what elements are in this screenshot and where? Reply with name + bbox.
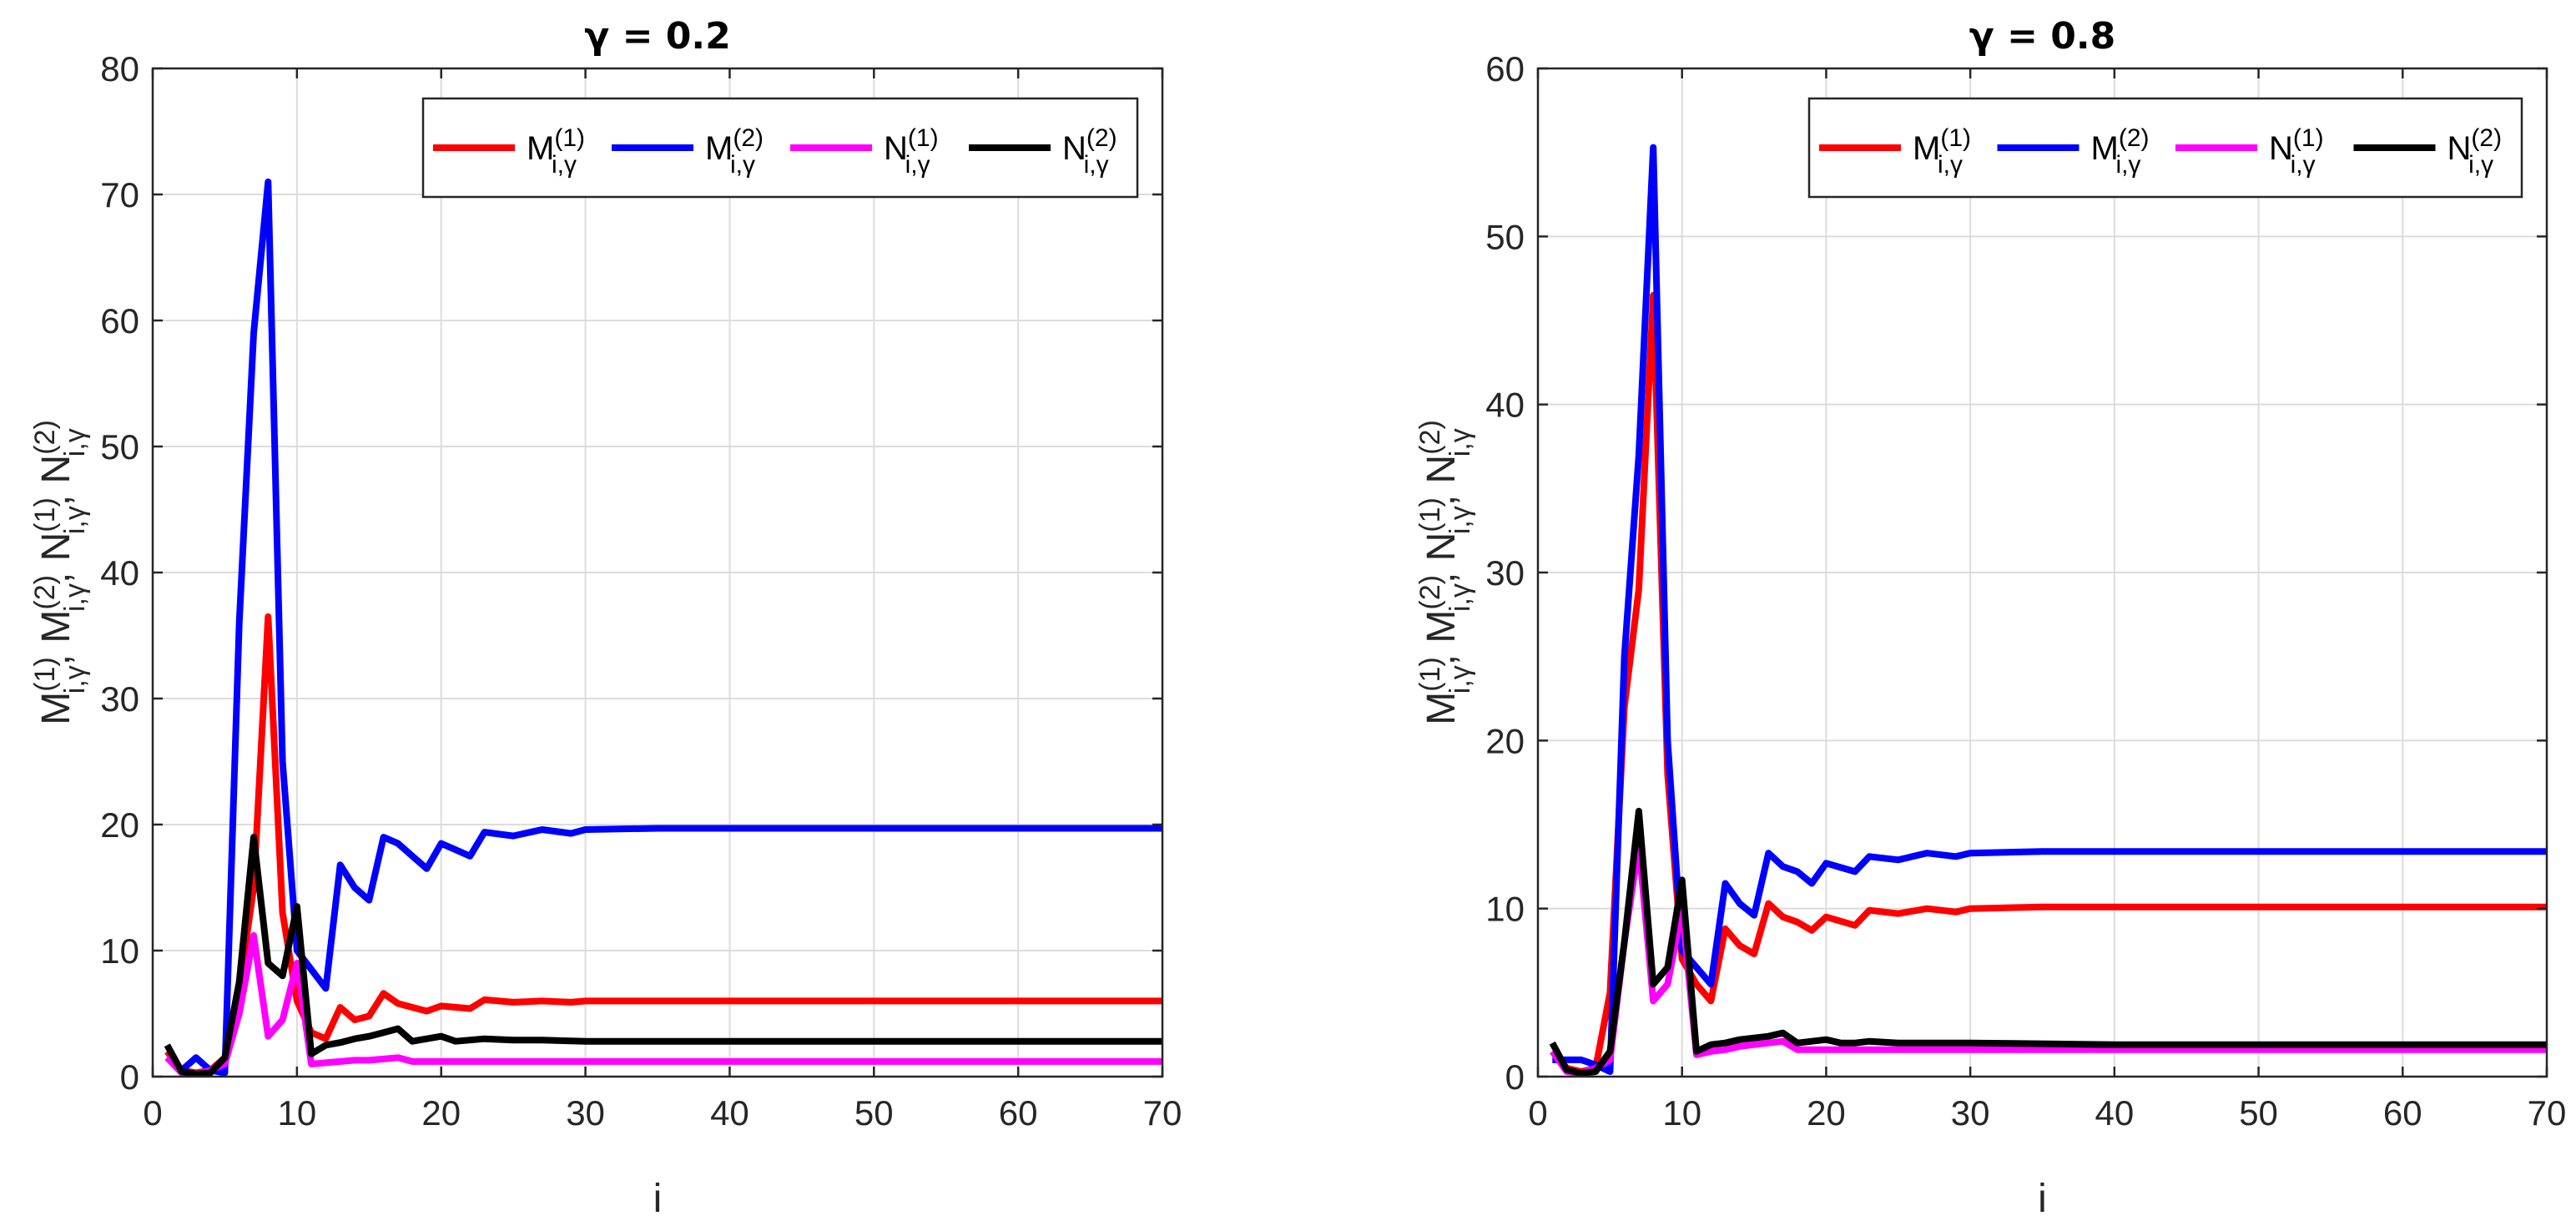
panel-gamma-0-2: 0 10 20 30 40 50 60 70 0 10 20 30 40 50 60 70 80 γ = 0.2 i…	[29, 15, 1182, 1221]
y-tick-label: 0	[1505, 1057, 1525, 1097]
y-tick-label: 40	[1485, 386, 1525, 425]
legend-entry: N(1) i,γ	[2269, 124, 2324, 179]
x-tick-label: 30	[1951, 1093, 1990, 1133]
series-line-n2	[1549, 807, 2547, 1077]
y-tick-label: 50	[100, 427, 139, 467]
legend-entry: M(2) i,γ	[2091, 124, 2150, 179]
panel-gamma-0-8: 0 10 20 30 40 50 60 70 0 10 20 30 40 50 60 γ = 0.8 i M(1)…	[1414, 15, 2566, 1221]
y-tick-label: 10	[1485, 890, 1525, 929]
legend-entry: N(1) i,γ	[884, 124, 939, 179]
series-line-m2	[1552, 144, 2547, 1075]
x-tick-label: 50	[854, 1093, 894, 1133]
x-tick-label: 70	[2528, 1093, 2567, 1133]
x-tick-label: 10	[277, 1093, 316, 1133]
y-axis-label: M(1)i,γ, M(2)i,γ, N(1)i,γ, N(2)i,γ	[29, 420, 91, 725]
y-tick-label: 20	[100, 805, 139, 845]
y-tick-label: 60	[1485, 49, 1525, 88]
legend: M(1) i,γ M(2) i,γ N(1) i,γ N(2) i,γ	[1807, 97, 2523, 199]
y-tick-label: 20	[1485, 721, 1525, 760]
legend-entry: M(1) i,γ	[527, 124, 585, 179]
y-tick-label: 30	[1485, 553, 1525, 593]
y-tick-label: 10	[100, 931, 139, 971]
y-axis-label: M(1)i,γ, M(2)i,γ, N(1)i,γ, N(2)i,γ	[1414, 420, 1476, 725]
series-line-n2	[164, 834, 1162, 1077]
chart-title: γ = 0.8	[1969, 15, 2115, 58]
legend-entry: N(2) i,γ	[2447, 124, 2503, 179]
y-tick-label: 80	[100, 49, 139, 88]
y-tick-label: 0	[120, 1057, 139, 1097]
y-tick-label: 60	[100, 301, 139, 341]
x-tick-label: 70	[1143, 1093, 1182, 1133]
x-tick-label: 40	[2095, 1093, 2134, 1133]
x-tick-label: 20	[421, 1093, 461, 1133]
x-tick-label: 50	[2239, 1093, 2278, 1133]
y-tick-label: 40	[100, 553, 139, 593]
x-tick-label: 30	[566, 1093, 605, 1133]
legend-entry: M(1) i,γ	[1913, 124, 1971, 179]
y-tick-label: 70	[100, 175, 139, 214]
x-tick-label: 0	[143, 1093, 162, 1133]
legend-entry: M(2) i,γ	[705, 124, 764, 179]
legend-entry: N(2) i,γ	[1062, 124, 1117, 179]
series-line-m2	[164, 178, 1162, 1077]
x-axis-label: i	[653, 1177, 663, 1221]
x-tick-label: 20	[1807, 1093, 1846, 1133]
x-tick-label: 40	[710, 1093, 749, 1133]
chart-title: γ = 0.2	[584, 15, 730, 58]
legend: M(1) i,γ M(2) i,γ N(1) i,γ N(2) i,γ	[421, 97, 1139, 199]
y-tick-label: 50	[1485, 217, 1525, 256]
x-axis-label: i	[2038, 1177, 2047, 1221]
x-tick-label: 60	[999, 1093, 1038, 1133]
x-tick-label: 60	[2383, 1093, 2422, 1133]
x-tick-label: 10	[1662, 1093, 1701, 1133]
x-tick-label: 0	[1528, 1093, 1547, 1133]
y-tick-label: 30	[100, 679, 139, 719]
